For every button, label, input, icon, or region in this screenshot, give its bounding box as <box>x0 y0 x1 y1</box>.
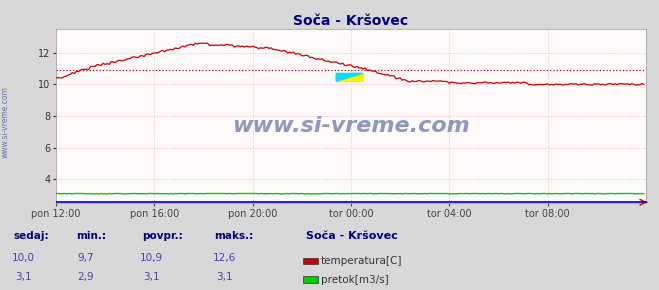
Text: min.:: min.: <box>76 231 106 241</box>
Text: 3,1: 3,1 <box>215 272 233 282</box>
Text: Soča - Kršovec: Soča - Kršovec <box>306 231 398 241</box>
Title: Soča - Kršovec: Soča - Kršovec <box>293 14 409 28</box>
Text: 12,6: 12,6 <box>212 253 236 263</box>
Text: www.si-vreme.com: www.si-vreme.com <box>1 86 10 158</box>
Text: 10,9: 10,9 <box>140 253 163 263</box>
Text: povpr.:: povpr.: <box>142 231 183 241</box>
Text: 3,1: 3,1 <box>143 272 160 282</box>
Text: temperatura[C]: temperatura[C] <box>321 256 403 266</box>
Polygon shape <box>336 73 362 81</box>
Polygon shape <box>336 73 362 81</box>
Text: sedaj:: sedaj: <box>13 231 49 241</box>
Text: 2,9: 2,9 <box>77 272 94 282</box>
Text: 10,0: 10,0 <box>12 253 34 263</box>
Text: maks.:: maks.: <box>214 231 254 241</box>
Text: pretok[m3/s]: pretok[m3/s] <box>321 275 389 284</box>
Text: 3,1: 3,1 <box>14 272 32 282</box>
Text: 9,7: 9,7 <box>77 253 94 263</box>
Text: www.si-vreme.com: www.si-vreme.com <box>232 117 470 136</box>
